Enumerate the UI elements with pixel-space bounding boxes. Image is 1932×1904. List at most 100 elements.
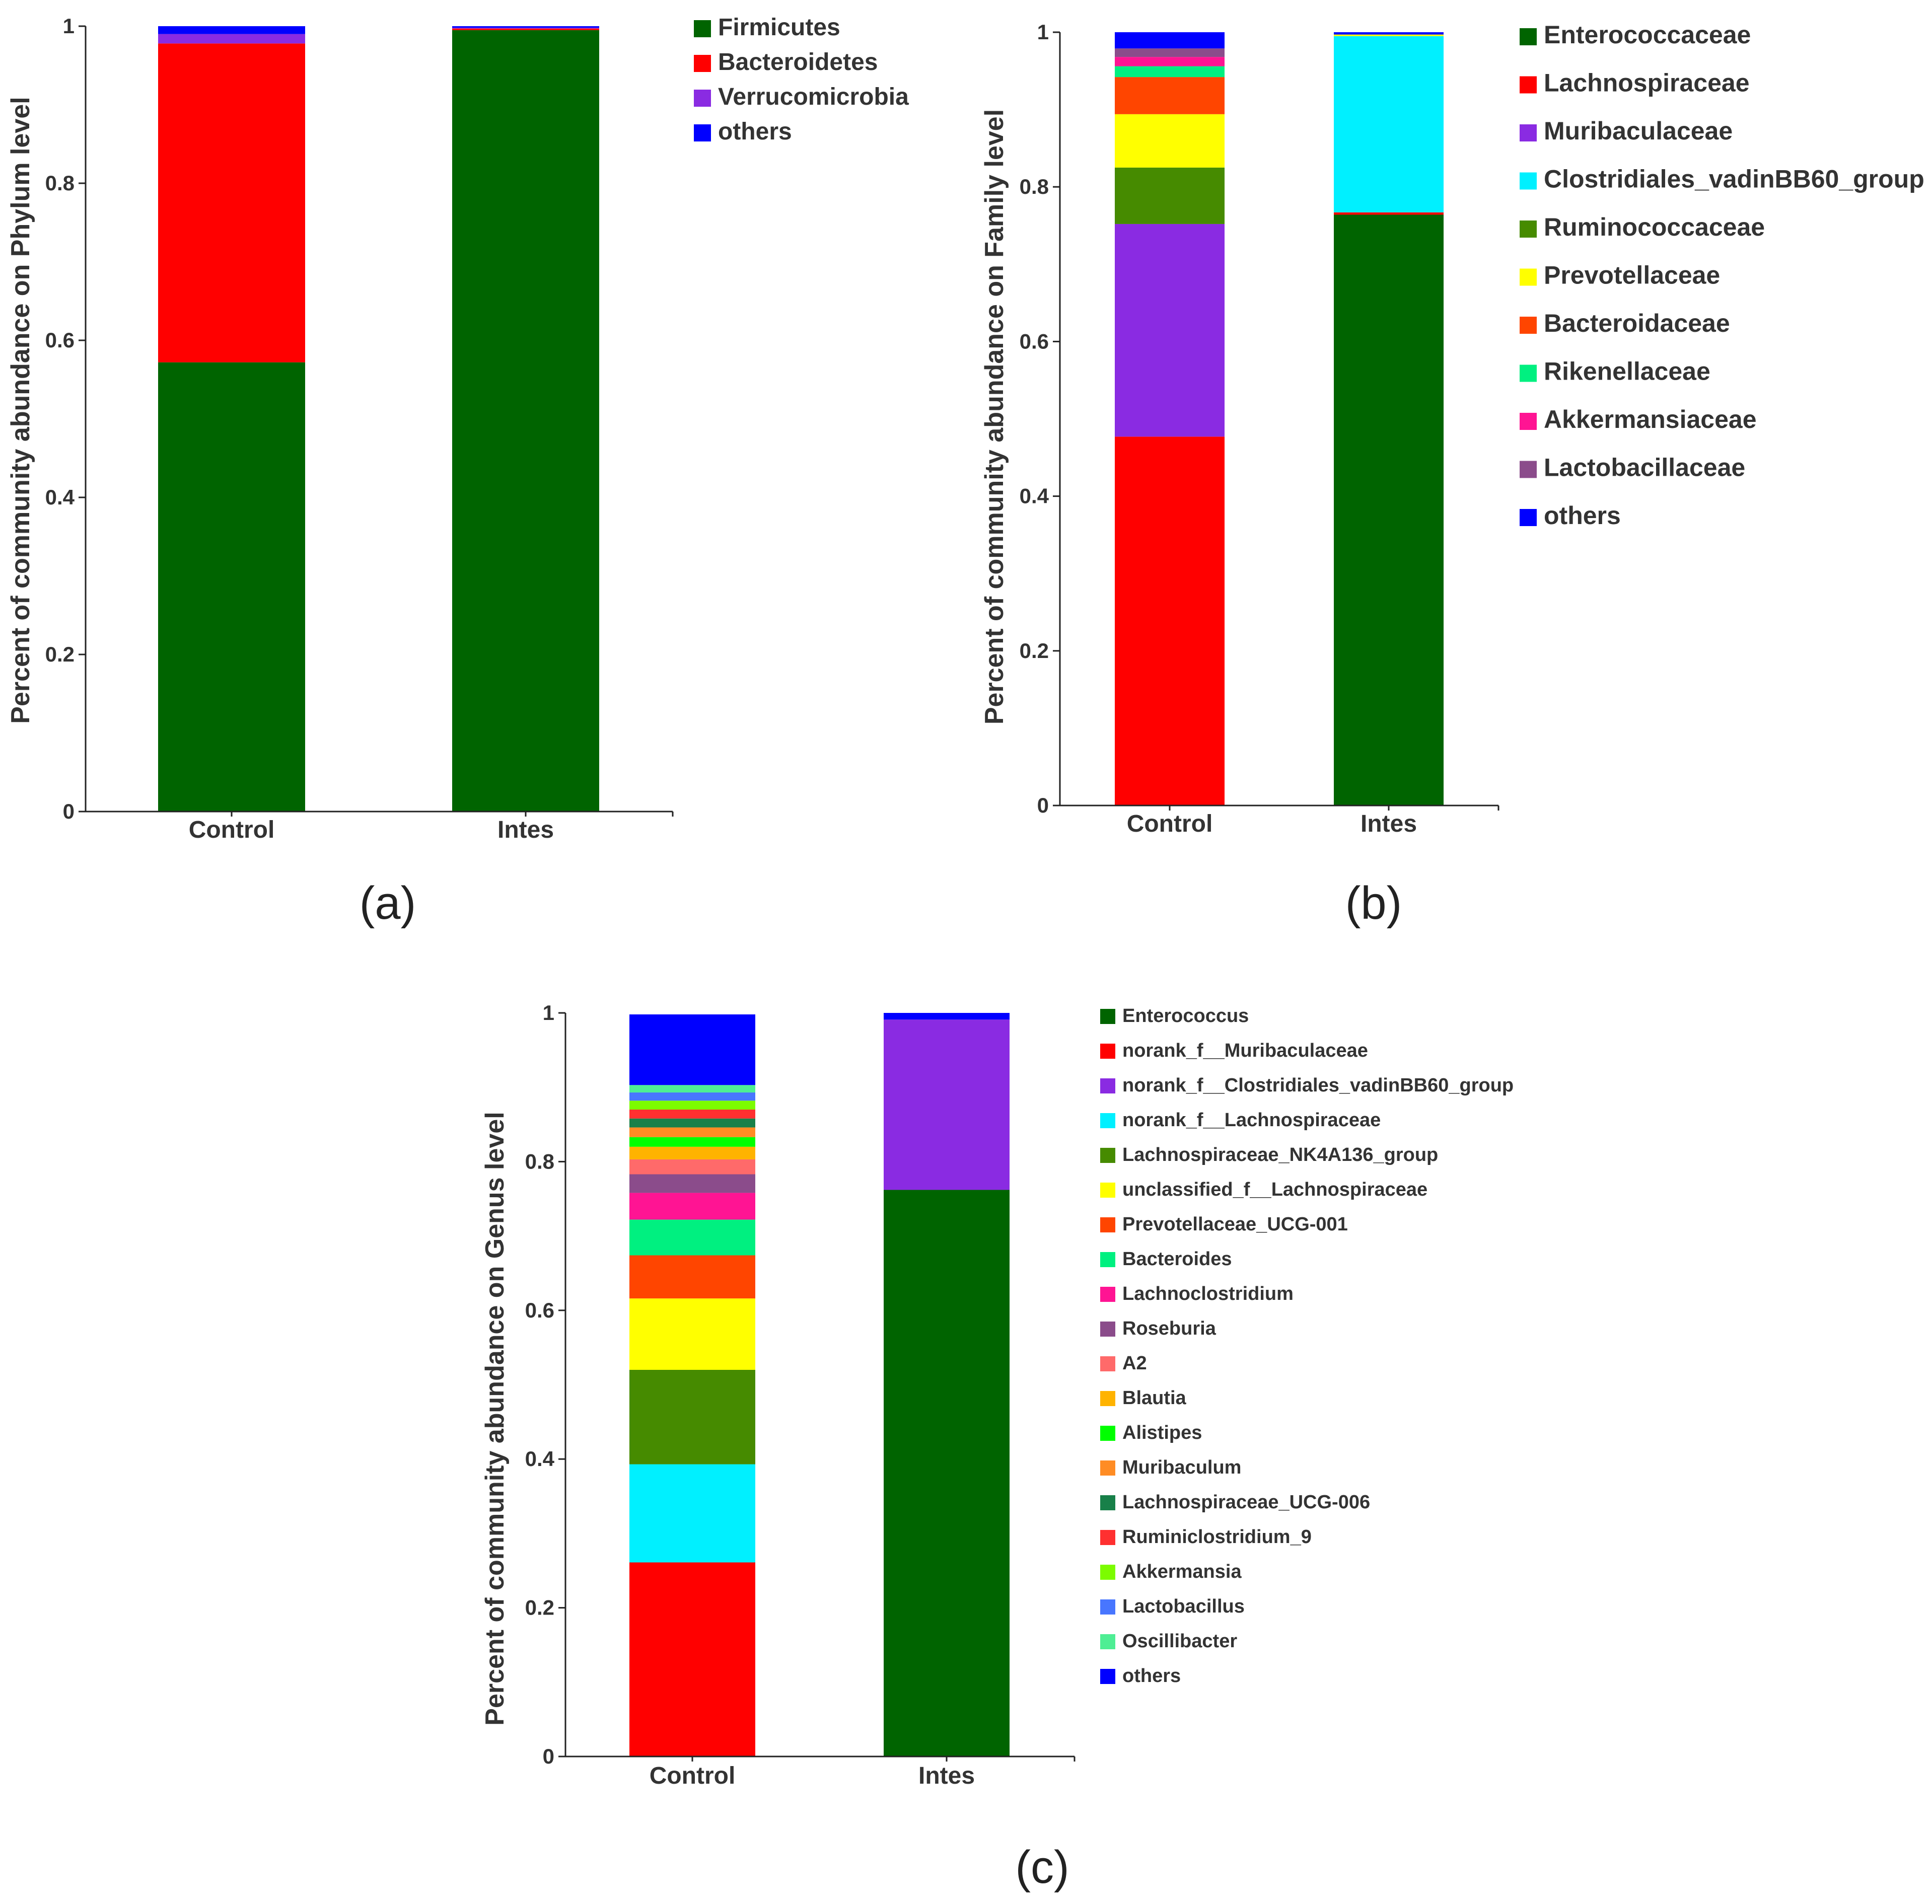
- y-tick-label: 0: [1037, 793, 1049, 817]
- bar-segment-control-prevotellaceae-ucg-001: [629, 1255, 755, 1299]
- legend-label-prevotellaceae: Prevotellaceae: [1544, 261, 1720, 289]
- legend-label-akkermansiaceae: Akkermansiaceae: [1544, 405, 1757, 433]
- legend-label-verrucomicrobia: Verrucomicrobia: [718, 84, 909, 110]
- panel-c-bars: [629, 1013, 1010, 1756]
- panel-a-label: (a): [360, 877, 416, 929]
- panel-b-axes: 0 0.2 0.4 0.6 0.8 1 Control Intes: [1020, 20, 1499, 837]
- bar-segment-control-roseburia: [629, 1174, 755, 1193]
- x-category-label-intes: Intes: [497, 817, 554, 843]
- legend-label-alistipes: Alistipes: [1122, 1422, 1202, 1443]
- legend-label-others: others: [1544, 501, 1621, 530]
- x-category-label-control: Control: [1127, 811, 1213, 837]
- legend-label-enterococcus: Enterococcus: [1122, 1005, 1249, 1027]
- legend-swatch-ruminiclostridium-9: [1100, 1530, 1115, 1545]
- legend-label-ruminococcaceae: Ruminococcaceae: [1544, 213, 1765, 241]
- legend-label-bacteroidaceae: Bacteroidaceae: [1544, 309, 1730, 337]
- legend-label-norank-f-lachnospiraceae: norank_f__Lachnospiraceae: [1122, 1110, 1381, 1131]
- legend-swatch-unclassified-f-lachnospiraceae: [1100, 1183, 1115, 1198]
- legend-label-bacteroides: Bacteroides: [1122, 1249, 1232, 1270]
- bar-segment-intes-clostridiales-vadinbb60-group: [1334, 36, 1444, 212]
- bar-segment-intes-norank-f-clostridiales-vadinbb60-group: [884, 1019, 1010, 1190]
- legend-label-muribaculaceae: Muribaculaceae: [1544, 117, 1733, 145]
- legend-label-prevotellaceae-ucg-001: Prevotellaceae_UCG-001: [1122, 1214, 1348, 1235]
- bar-segment-control-blautia: [629, 1146, 755, 1159]
- bar-segment-intes-lachnospiraceae: [1334, 212, 1444, 215]
- legend-swatch-prevotellaceae-ucg-001: [1100, 1217, 1115, 1232]
- bar-segment-control-prevotellaceae: [1115, 114, 1225, 168]
- legend-swatch-blautia: [1100, 1391, 1115, 1406]
- legend-swatch-enterococcaceae: [1520, 28, 1537, 45]
- bar-segment-control-ruminococcaceae: [1115, 167, 1225, 224]
- bar-segment-control-others: [629, 1014, 755, 1085]
- y-tick-label: 0.8: [525, 1149, 554, 1173]
- legend-label-lactobacillus: Lactobacillus: [1122, 1596, 1245, 1617]
- legend-swatch-bacteroides: [1100, 1252, 1115, 1267]
- legend-swatch-lachnospiraceae-ucg-006: [1100, 1495, 1115, 1510]
- legend-swatch-lactobacillus: [1100, 1599, 1115, 1615]
- y-tick-label: 0.2: [525, 1596, 554, 1620]
- legend-label-roseburia: Roseburia: [1122, 1318, 1217, 1339]
- bar-segment-intes-enterococcaceae: [1334, 214, 1444, 806]
- panel-c-y-axis-label: Percent of community abundance on Genus …: [480, 1112, 510, 1725]
- panel-b-y-axis-label: Percent of community abundance on Family…: [980, 109, 1009, 724]
- legend-swatch-alistipes: [1100, 1426, 1115, 1441]
- legend-label-firmicutes: Firmicutes: [718, 14, 840, 41]
- y-tick-label: 0.4: [525, 1447, 555, 1471]
- legend-label-muribaculum: Muribaculum: [1122, 1457, 1241, 1478]
- legend-label-unclassified-f-lachnospiraceae: unclassified_f__Lachnospiraceae: [1122, 1179, 1427, 1200]
- x-category-label-control: Control: [650, 1763, 736, 1789]
- x-category-label-intes: Intes: [918, 1763, 975, 1789]
- legend-swatch-norank-f-clostridiales-vadinbb60-group: [1100, 1078, 1115, 1093]
- bar-segment-intes-prevotellaceae: [1334, 34, 1444, 36]
- legend-swatch-oscillibacter: [1100, 1634, 1115, 1649]
- legend-swatch-others: [1100, 1669, 1115, 1684]
- legend-swatch-others: [1520, 509, 1537, 526]
- y-tick-label: 0.4: [45, 485, 75, 509]
- legend-swatch-norank-f-muribaculaceae: [1100, 1044, 1115, 1059]
- legend-label-lactobacillaceae: Lactobacillaceae: [1544, 454, 1745, 482]
- panel-a-y-axis-label: Percent of community abundance on Phylum…: [6, 97, 35, 723]
- legend-swatch-muribaculum: [1100, 1460, 1115, 1476]
- legend-swatch-enterococcus: [1100, 1009, 1115, 1024]
- legend-label-others: others: [718, 118, 792, 145]
- legend-label-norank-f-muribaculaceae: norank_f__Muribaculaceae: [1122, 1040, 1368, 1061]
- bar-segment-control-verrucomicrobia: [158, 34, 305, 44]
- bar-segment-control-bacteroidetes: [158, 43, 305, 362]
- legend-label-a2: A2: [1122, 1353, 1147, 1374]
- panel-a-legend: Firmicutes Bacteroidetes Verrucomicrobia ot…: [694, 14, 909, 145]
- bar-segment-intes-enterococcus: [884, 1190, 1010, 1756]
- panel-b-label: (b): [1345, 877, 1402, 929]
- bar-segment-control-muribaculaceae: [1115, 224, 1225, 437]
- legend-swatch-others: [694, 124, 711, 141]
- bar-segment-intes-others: [1334, 32, 1444, 35]
- y-tick-label: 0.4: [1020, 484, 1049, 508]
- legend-swatch-verrucomicrobia: [694, 90, 711, 107]
- bar-segment-control-unclassified-f-lachnospiraceae: [629, 1298, 755, 1370]
- bar-segment-control-rikenellaceae: [1115, 66, 1225, 78]
- panel-c-genus-chart: 0 0.2 0.4 0.6 0.8 1 Control Intes Enterococcus n…: [480, 1001, 1514, 1893]
- panel-a-bars: [158, 26, 599, 812]
- bar-segment-control-muribaculum: [629, 1127, 755, 1137]
- legend-swatch-ruminococcaceae: [1520, 221, 1537, 238]
- legend-label-rikenellaceae: Rikenellaceae: [1544, 357, 1710, 386]
- legend-label-lachnospiraceae-ucg-006: Lachnospiraceae_UCG-006: [1122, 1492, 1370, 1513]
- y-tick-label: 0.2: [1020, 639, 1049, 663]
- legend-swatch-lachnoclostridium: [1100, 1287, 1115, 1302]
- legend-swatch-clostridiales-vadinbb60-group: [1520, 172, 1537, 190]
- legend-label-oscillibacter: Oscillibacter: [1122, 1631, 1237, 1652]
- bar-segment-intes-others: [452, 26, 599, 28]
- y-tick-label: 0: [63, 799, 75, 823]
- bar-segment-control-akkermansiaceae: [1115, 57, 1225, 66]
- legend-label-clostridiales-vadinbb60-group: Clostridiales_vadinBB60_group: [1544, 165, 1924, 193]
- bar-segment-control-lachnospiraceae-ucg-006: [629, 1118, 755, 1128]
- x-category-label-control: Control: [189, 817, 275, 843]
- y-tick-label: 0.2: [45, 642, 75, 666]
- legend-label-lachnospiraceae-nk4a136-group: Lachnospiraceae_NK4A136_group: [1122, 1144, 1438, 1165]
- y-tick-label: 0.8: [45, 171, 75, 195]
- bar-segment-intes-bacteroidetes: [452, 28, 599, 30]
- y-tick-label: 0.6: [525, 1298, 554, 1322]
- legend-label-akkermansia: Akkermansia: [1122, 1561, 1242, 1582]
- bar-segment-intes-verrucomicrobia: [452, 28, 599, 29]
- legend-swatch-akkermansiaceae: [1520, 413, 1537, 430]
